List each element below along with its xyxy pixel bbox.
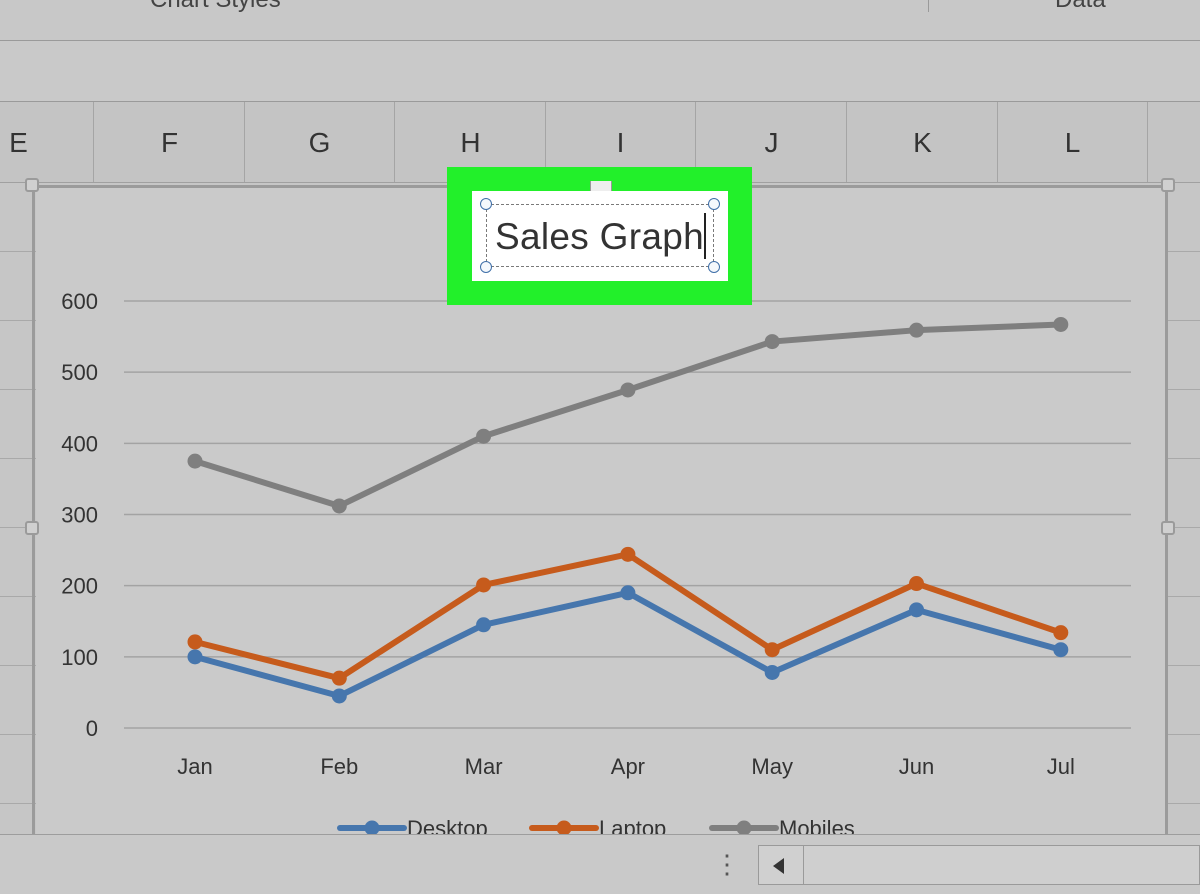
data-point-mobiles <box>764 334 780 350</box>
data-point-desktop <box>620 585 636 601</box>
chart-resize-handle-top-left[interactable] <box>25 178 39 192</box>
chart-resize-handle-left[interactable] <box>25 521 39 535</box>
data-point-laptop <box>764 642 780 658</box>
title-handle-top-right[interactable] <box>708 198 720 210</box>
x-tick-label: May <box>751 754 793 779</box>
chart-title[interactable]: Sales Graph <box>495 216 704 257</box>
data-point-laptop <box>909 576 924 592</box>
data-point-mobiles <box>187 453 203 469</box>
data-point-laptop <box>1053 625 1069 641</box>
column-header-l[interactable]: L <box>998 102 1148 182</box>
x-tick-label: Jan <box>177 754 212 779</box>
data-point-desktop <box>476 617 492 633</box>
column-header-f[interactable]: F <box>95 102 245 182</box>
arrow-left-icon <box>773 858 784 874</box>
chart-title-box[interactable] <box>472 191 728 281</box>
data-point-laptop <box>187 634 203 650</box>
legend-marker-point <box>736 820 752 836</box>
y-tick-label: 0 <box>86 716 98 741</box>
column-header-e[interactable]: E <box>0 102 94 182</box>
data-point-mobiles <box>909 322 924 338</box>
data-point-desktop <box>331 688 347 704</box>
data-point-mobiles <box>1053 316 1069 332</box>
x-tick-label: Mar <box>465 754 503 779</box>
series-line-mobiles <box>192 321 1064 509</box>
data-point-mobiles <box>620 382 636 398</box>
ribbon: Chart Styles Data <box>0 0 1200 41</box>
data-point-mobiles <box>476 428 492 444</box>
horizontal-scrollbar[interactable] <box>804 845 1200 885</box>
y-tick-label: 600 <box>61 289 98 314</box>
title-handle-bottom-right[interactable] <box>708 261 720 273</box>
data-point-desktop <box>1053 642 1069 658</box>
scroll-left-button[interactable] <box>758 845 804 885</box>
chart-resize-handle-top-right[interactable] <box>1161 178 1175 192</box>
y-tick-label: 400 <box>61 431 98 456</box>
formula-bar[interactable] <box>0 41 1200 102</box>
y-tick-label: 500 <box>61 360 98 385</box>
x-tick-label: Jun <box>899 754 934 779</box>
ribbon-group-chart-styles: Chart Styles <box>150 0 281 14</box>
column-header-h[interactable]: H <box>396 102 546 182</box>
column-header-k[interactable]: K <box>848 102 998 182</box>
data-point-laptop <box>476 577 492 593</box>
chart-resize-handle-right[interactable] <box>1161 521 1175 535</box>
data-point-desktop <box>187 649 203 665</box>
title-handle-top-left[interactable] <box>480 198 492 210</box>
series-line-desktop <box>192 589 1064 699</box>
more-options-icon[interactable]: ⋮ <box>714 849 740 879</box>
column-header-i[interactable]: I <box>546 102 696 182</box>
x-tick-label: Feb <box>320 754 358 779</box>
ribbon-separator <box>928 0 929 12</box>
column-header-g[interactable]: G <box>245 102 395 182</box>
y-tick-label: 100 <box>61 645 98 670</box>
y-tick-label: 300 <box>61 503 98 528</box>
text-cursor <box>704 213 706 259</box>
chart-title-border <box>486 204 714 267</box>
data-point-mobiles <box>331 498 347 514</box>
data-point-laptop <box>331 670 347 686</box>
ribbon-group-data: Data <box>1055 0 1106 14</box>
data-point-desktop <box>909 602 924 618</box>
x-tick-label: Apr <box>611 754 645 779</box>
title-handle-bottom-left[interactable] <box>480 261 492 273</box>
column-header-j[interactable]: J <box>697 102 847 182</box>
legend-marker-point <box>556 820 572 836</box>
y-tick-label: 200 <box>61 574 98 599</box>
x-tick-label: Jul <box>1047 754 1075 779</box>
legend-marker-point <box>364 820 380 836</box>
data-point-laptop <box>620 546 636 562</box>
data-point-desktop <box>764 664 780 680</box>
